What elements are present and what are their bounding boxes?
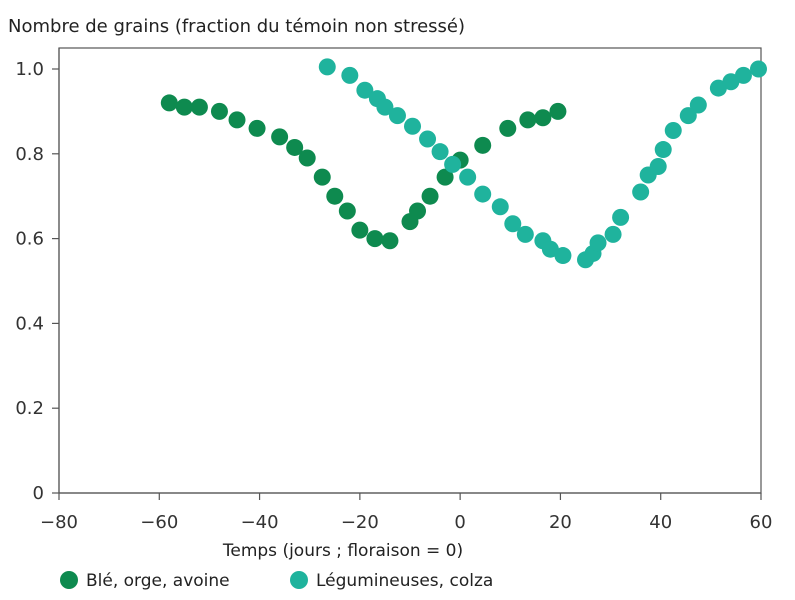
y-tick-label: 1.0 (15, 59, 44, 80)
data-point-series-2 (722, 73, 740, 91)
data-point-series-2 (649, 158, 667, 176)
data-point-series-1 (326, 187, 344, 205)
data-point-series-1 (286, 138, 304, 156)
data-point-series-1 (248, 119, 266, 137)
data-point-series-2 (664, 121, 682, 139)
data-point-series-1 (366, 230, 384, 248)
y-tick-label: 0.8 (15, 144, 44, 165)
y-tick-label: 0.6 (15, 229, 44, 250)
data-point-series-1 (474, 136, 492, 154)
x-tick-label: 20 (549, 512, 572, 533)
data-point-series-2 (444, 155, 462, 173)
x-tick-label: −40 (241, 512, 279, 533)
data-point-series-2 (376, 98, 394, 116)
data-point-series-1 (421, 187, 439, 205)
legend-marker (60, 571, 78, 589)
legend-label: Blé, orge, avoine (86, 571, 230, 591)
y-ticks: 0 0.2 0.4 0.6 0.8 1.0 (15, 59, 59, 504)
data-point-series-2 (612, 208, 630, 226)
data-point-series-2 (632, 183, 650, 201)
data-point-series-1 (381, 232, 399, 250)
data-point-series-2 (554, 247, 572, 265)
data-point-series-2 (474, 185, 492, 203)
x-ticks: −80 −60 −40 −20 0 20 40 60 (40, 493, 772, 533)
data-point-series-2 (404, 117, 422, 135)
data-point-series-2 (589, 234, 607, 252)
x-tick-label: −80 (40, 512, 78, 533)
data-point-series-1 (313, 168, 331, 186)
data-point-series-1 (175, 98, 193, 116)
data-points (160, 58, 767, 269)
x-axis-label: Temps (jours ; floraison = 0) (222, 541, 463, 561)
data-point-series-2 (491, 198, 509, 216)
y-tick-label: 0 (33, 483, 44, 504)
data-point-series-2 (356, 81, 374, 99)
chart-title: Nombre de grains (fraction du témoin non… (8, 16, 465, 37)
x-tick-label: 0 (454, 512, 465, 533)
data-point-series-1 (190, 98, 208, 116)
data-point-series-2 (734, 66, 752, 84)
data-point-series-1 (351, 221, 369, 239)
data-point-series-2 (459, 168, 477, 186)
data-point-series-1 (210, 102, 228, 120)
data-point-series-1 (499, 119, 517, 137)
legend-marker (290, 571, 308, 589)
legend-label: Légumineuses, colza (316, 571, 493, 591)
x-tick-label: −60 (140, 512, 178, 533)
data-point-series-1 (534, 109, 552, 127)
x-tick-label: 40 (649, 512, 672, 533)
data-point-series-2 (679, 107, 697, 125)
x-tick-label: 60 (750, 512, 773, 533)
data-point-series-2 (654, 141, 672, 159)
data-point-series-1 (549, 102, 567, 120)
data-point-series-1 (338, 202, 356, 220)
data-point-series-2 (504, 215, 522, 233)
data-point-series-2 (419, 130, 437, 148)
data-point-series-1 (160, 94, 178, 112)
y-tick-label: 0.4 (15, 313, 44, 334)
data-point-series-2 (709, 79, 727, 97)
legend: Blé, orge, avoine Légumineuses, colza (60, 571, 493, 591)
data-point-series-1 (436, 168, 454, 186)
data-point-series-2 (318, 58, 336, 76)
x-tick-label: −20 (341, 512, 379, 533)
data-point-series-2 (341, 66, 359, 84)
data-point-series-2 (541, 240, 559, 258)
data-point-series-2 (388, 107, 406, 125)
data-point-series-1 (228, 111, 246, 129)
data-point-series-1 (519, 111, 537, 129)
data-point-series-2 (516, 225, 534, 243)
data-point-series-2 (689, 96, 707, 114)
data-point-series-2 (431, 143, 449, 161)
y-tick-label: 0.2 (15, 398, 44, 419)
data-point-series-1 (271, 128, 289, 146)
data-point-series-1 (409, 202, 427, 220)
data-point-series-1 (298, 149, 316, 167)
plot-frame (58, 47, 762, 494)
data-point-series-2 (604, 225, 622, 243)
data-point-series-2 (749, 60, 767, 78)
